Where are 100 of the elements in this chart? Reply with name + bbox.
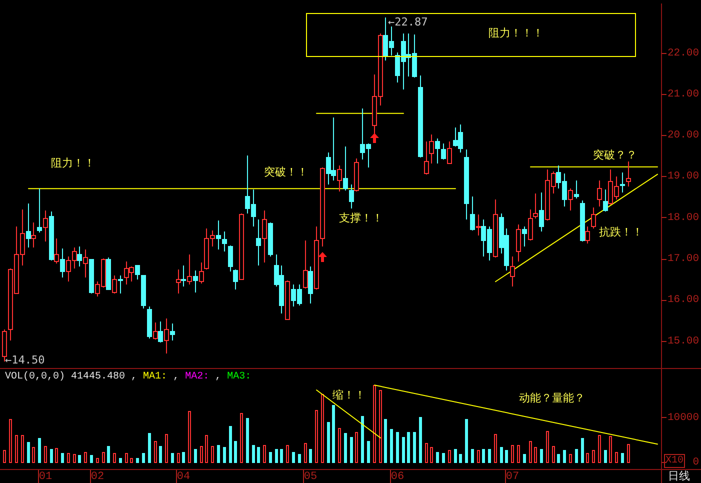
candlestick <box>580 200 585 242</box>
bar <box>240 413 243 463</box>
bar <box>419 417 422 463</box>
candlestick <box>141 275 146 309</box>
bar <box>592 450 595 463</box>
candlestick <box>574 180 579 199</box>
bar <box>44 446 47 463</box>
bar <box>38 438 41 463</box>
bar <box>361 416 364 463</box>
candlestick <box>516 224 521 262</box>
bar <box>471 449 474 463</box>
bar <box>55 448 58 463</box>
candlestick <box>493 199 498 258</box>
candlestick <box>470 196 475 231</box>
candlestick <box>49 211 54 261</box>
bar <box>321 394 324 463</box>
bar <box>159 446 162 463</box>
bar <box>459 454 462 463</box>
candlestick <box>349 184 354 209</box>
candlestick <box>303 240 308 289</box>
bar <box>15 435 18 463</box>
annotation: 抗跌！！ <box>599 226 643 238</box>
bar <box>78 455 81 463</box>
bar <box>119 458 122 463</box>
bar <box>67 453 70 463</box>
bar <box>165 434 168 463</box>
candlestick <box>228 245 233 272</box>
candlestick <box>26 203 31 248</box>
bar <box>50 449 53 463</box>
candlestick <box>533 193 538 219</box>
bar <box>21 435 24 463</box>
bar <box>9 419 12 463</box>
bar <box>304 443 307 463</box>
bar <box>621 453 624 463</box>
bar <box>523 454 526 463</box>
bar <box>546 431 549 463</box>
candlestick <box>60 248 65 278</box>
bar <box>171 453 174 463</box>
candlestick <box>447 141 452 164</box>
bar <box>96 458 99 463</box>
bar <box>413 432 416 463</box>
bar <box>309 449 312 463</box>
candlestick <box>354 158 359 192</box>
bar <box>379 390 382 463</box>
candlestick <box>539 192 544 232</box>
x-tick-label: 06 <box>390 471 404 483</box>
bar <box>194 449 197 463</box>
candlestick <box>314 226 319 290</box>
candlestick <box>528 209 533 241</box>
y-tick-label: 15.00 <box>667 335 699 348</box>
bar <box>286 445 289 463</box>
y-tick-label: 19.00 <box>667 170 699 183</box>
bar <box>338 428 341 463</box>
bar <box>113 453 116 463</box>
annotation: ←14.50 <box>5 354 45 366</box>
annotation: 阻力！！ <box>51 156 95 170</box>
bar <box>390 429 393 463</box>
bar <box>136 458 139 463</box>
candlestick <box>620 172 625 193</box>
bar <box>84 452 87 463</box>
bar <box>563 450 566 463</box>
bar <box>211 446 214 463</box>
bar <box>298 454 301 463</box>
bar <box>540 449 543 463</box>
bar <box>252 445 255 463</box>
y-tick-label: 21.00 <box>667 88 699 100</box>
candlestick <box>464 149 469 220</box>
candlestick <box>510 256 515 287</box>
x-tick-label: 02 <box>90 471 104 483</box>
bar <box>355 432 358 463</box>
bar <box>511 445 514 463</box>
bar <box>436 452 439 463</box>
candlestick <box>591 207 596 229</box>
candlestick <box>603 189 608 212</box>
candlestick <box>181 265 186 287</box>
bar <box>327 422 330 463</box>
bar <box>442 453 445 463</box>
bar <box>269 452 272 463</box>
candlestick <box>193 270 198 293</box>
bar <box>32 447 35 463</box>
annotation: 缩！！ <box>332 388 366 402</box>
bar <box>477 450 480 463</box>
candlestick <box>597 180 602 207</box>
bar <box>205 435 208 463</box>
candlestick <box>43 210 48 242</box>
candlestick <box>320 167 325 247</box>
candlestick <box>106 257 111 290</box>
bar <box>448 450 451 463</box>
candlestick <box>164 318 169 354</box>
bar <box>581 438 584 463</box>
candlestick <box>147 306 152 339</box>
bar <box>575 449 578 463</box>
bar <box>552 446 555 463</box>
candlestick <box>89 259 94 294</box>
bar <box>430 447 433 463</box>
bar <box>61 453 64 463</box>
bar <box>494 434 497 463</box>
y-tick-label: 0 <box>692 456 699 468</box>
candlestick <box>187 254 192 285</box>
bar <box>3 450 6 463</box>
